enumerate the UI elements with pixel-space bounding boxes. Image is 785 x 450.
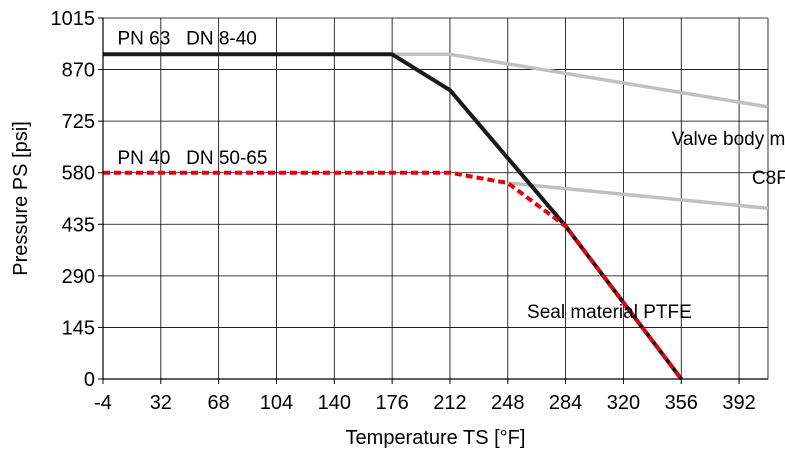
y-axis-title: Pressure PS [psi] [10,121,32,276]
y-tick-label-6: 870 [62,60,95,82]
x-tick-label-6: 212 [433,392,466,414]
series-line-grey-lower [507,181,769,211]
y-tick-label-2: 290 [62,266,95,288]
series-line-red-dashed [103,170,683,381]
annotation-4: Seal material PTFE [527,302,692,323]
x-tick-label-3: 104 [260,392,293,414]
tick-label-layer: -4 32 68 104 140 176 212 248 284 320 356 392 0 145 290… [51,8,756,414]
x-tick-label-9: 320 [607,392,640,414]
x-tick-label-8: 284 [549,392,582,414]
annotation-2: Valve body material [672,129,785,150]
x-tick-label-0: -4 [94,392,112,414]
y-tick-label-0: 0 [84,369,95,391]
series-layer [103,52,769,381]
y-tick-label-5: 725 [62,111,95,133]
annotation-0: PN 63 DN 8-40 [117,29,256,50]
x-tick-label-2: 68 [208,392,230,414]
annotation-1: PN 40 DN 50-65 [117,148,267,169]
x-tick-label-5: 176 [375,392,408,414]
x-tick-label-7: 248 [491,392,524,414]
y-tick-label-3: 435 [62,214,95,236]
x-tick-label-1: 32 [150,392,172,414]
y-tick-label-1: 145 [62,317,95,339]
frame-layer [102,18,768,380]
x-tick-label-4: 140 [318,392,351,414]
annotation-layer: PN 63 DN 8-40 PN 40 DN 50-65 Valve body ma… [117,29,785,323]
x-tick-label-11: 392 [722,392,755,414]
y-tick-label-4: 580 [62,163,95,185]
series-line-grey-upper [392,52,769,109]
x-tick-label-10: 356 [665,392,698,414]
annotation-3: C8FM [752,168,785,189]
x-axis-title: Temperature TS [°F] [346,427,526,449]
y-tick-label-7: 1015 [51,8,96,30]
